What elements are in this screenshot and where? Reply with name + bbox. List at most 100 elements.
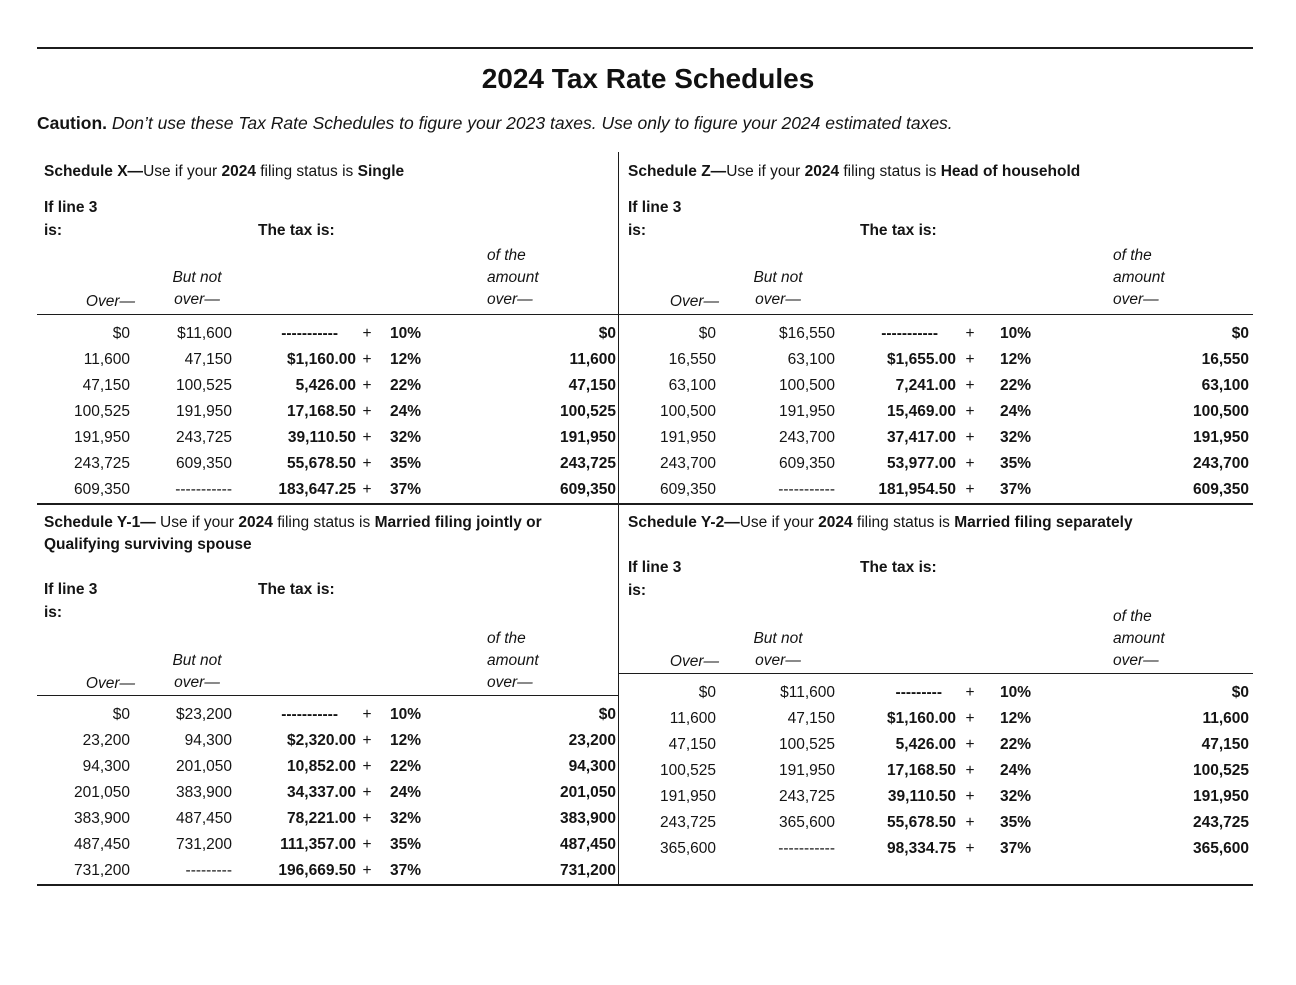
plus-sign: + — [965, 324, 975, 342]
but-not-over-cell: 100,525 — [175, 376, 232, 394]
over-cell: 100,500 — [659, 402, 716, 420]
if-line-3-label: If line 3 is: — [628, 199, 682, 239]
rate-cell: 10% — [1000, 324, 1032, 342]
plus-sign: + — [965, 428, 975, 446]
page-title: 2024 Tax Rate Schedules — [481, 63, 815, 94]
tax-bracket-row: 201,050 383,900 34,337.00 + 24% 201,050 — [37, 780, 618, 806]
over-cell: 11,600 — [669, 709, 716, 727]
over-cell: 11,600 — [83, 350, 130, 368]
amount-over-cell: 609,350 — [559, 480, 616, 498]
rate-cell: 24% — [390, 402, 422, 420]
schedule-title-prefix: Schedule Y-2— — [628, 513, 740, 531]
tax-bracket-row: 94,300 201,050 10,852.00 + 22% 94,300 — [37, 754, 618, 780]
base-tax-cell: 5,426.00 — [895, 735, 956, 753]
over-cell: 609,350 — [73, 480, 130, 498]
tax-bracket-row: 383,900 487,450 78,221.00 + 32% 383,900 — [37, 806, 618, 832]
tax-bracket-row: 243,700 609,350 53,977.00 + 35% 243,700 — [619, 451, 1254, 477]
rate-cell: 12% — [1000, 350, 1032, 368]
but-not-over-cell: 243,725 — [778, 787, 835, 805]
but-not-over-cell: 731,200 — [175, 835, 232, 853]
rate-cell: 37% — [390, 861, 422, 879]
but-not-over-cell: $23,200 — [175, 705, 232, 723]
but-not-over-cell: 609,350 — [778, 454, 835, 472]
base-tax-cell: 34,337.00 — [287, 783, 356, 801]
base-tax-cell: 37,417.00 — [887, 428, 956, 446]
base-tax-cell: 5,426.00 — [295, 376, 356, 394]
of-the-amount-over-label: of the amount over— — [487, 629, 539, 691]
plus-sign: + — [965, 480, 975, 498]
but-not-over-label: But not over— — [172, 269, 222, 308]
amount-over-cell: 100,525 — [559, 402, 616, 420]
over-cell: 191,950 — [659, 428, 716, 446]
over-cell: 100,525 — [73, 402, 130, 420]
over-cell: $0 — [112, 705, 130, 723]
rate-cell: 35% — [390, 454, 422, 472]
plus-sign: + — [965, 813, 975, 831]
over-cell: 47,150 — [82, 376, 130, 394]
amount-over-cell: 63,100 — [1201, 376, 1249, 394]
plus-sign: + — [965, 839, 975, 857]
amount-over-cell: 191,950 — [1192, 428, 1249, 446]
tax-bracket-row: 11,600 47,150 $1,160.00 + 12% 11,600 — [619, 706, 1254, 732]
amount-over-cell: $0 — [598, 324, 616, 342]
base-tax-cell: 39,110.50 — [887, 787, 956, 805]
rate-cell: 32% — [390, 809, 422, 827]
filing-status: Head of household — [940, 163, 1081, 180]
the-tax-is-label: The tax is: — [860, 558, 937, 576]
amount-over-cell: $0 — [1231, 683, 1249, 701]
but-not-over-cell: 383,900 — [175, 783, 232, 801]
over-cell: 201,050 — [73, 783, 130, 801]
column-headers: If line 3 is: The tax is: of the amount ove… — [37, 556, 618, 696]
amount-over-cell: 16,550 — [1201, 350, 1249, 368]
plus-sign: + — [362, 376, 372, 394]
schedule-x-table-wrap: $0 $11,600 ----------- + 10% $0 11,600 4… — [37, 315, 618, 503]
schedule-title-mid: Use if your — [726, 163, 805, 180]
over-cell: 487,450 — [73, 835, 130, 853]
tax-bracket-row: $0 $11,600 --------- + 10% $0 — [619, 680, 1254, 706]
base-tax-cell: 111,357.00 — [280, 835, 356, 853]
base-tax-cell: 196,669.50 — [278, 861, 356, 879]
over-cell: 609,350 — [659, 480, 716, 498]
schedule-z-table-wrap: $0 $16,550 ----------- + 10% $0 16,550 6… — [619, 315, 1253, 503]
tax-bracket-row: 191,950 243,725 39,110.50 + 32% 191,950 — [37, 425, 618, 451]
amount-over-cell: 609,350 — [1192, 480, 1249, 498]
but-not-over-cell: ----------- — [175, 480, 232, 498]
schedule-y1-table-wrap: $0 $23,200 ----------- + 10% $0 23,200 9… — [37, 696, 618, 884]
but-not-over-cell: 365,600 — [778, 813, 835, 831]
rate-cell: 12% — [390, 731, 422, 749]
amount-over-cell: 11,600 — [569, 350, 616, 368]
rate-cell: 24% — [390, 783, 422, 801]
amount-over-cell: 243,725 — [1192, 813, 1249, 831]
rate-cell: 32% — [1000, 428, 1032, 446]
schedule-title-year: 2024 — [221, 163, 256, 180]
column-headers: If line 3 is: The tax is: of the amount ove… — [37, 183, 618, 315]
rate-cell: 10% — [1000, 683, 1032, 701]
schedule-z-heading: Schedule Z—Use if your 2024 filing statu… — [619, 152, 1253, 183]
base-tax-cell: $2,320.00 — [287, 731, 356, 749]
tax-bracket-row: 243,725 609,350 55,678.50 + 35% 243,725 — [37, 451, 618, 477]
if-line-3-label: If line 3 is: — [628, 558, 682, 599]
tax-bracket-row: 731,200 --------- 196,669.50 + 37% 731,2… — [37, 858, 618, 884]
schedule-title-mid: Use if your — [155, 513, 239, 531]
tax-bracket-row: 100,500 191,950 15,469.00 + 24% 100,500 — [619, 399, 1254, 425]
over-label: Over— — [669, 293, 719, 310]
but-not-over-cell: 191,950 — [778, 402, 835, 420]
column-headers: If line 3 is: The tax is: of the amount ove… — [619, 534, 1253, 674]
but-not-over-cell: 201,050 — [175, 757, 232, 775]
amount-over-cell: 23,200 — [568, 731, 616, 749]
tax-bracket-row: $0 $16,550 ----------- + 10% $0 — [619, 321, 1254, 347]
base-tax-cell: ----------- — [281, 705, 338, 723]
filing-status: Married filing separately — [954, 513, 1133, 531]
of-the-amount-over-label: of the amount over— — [1113, 247, 1165, 308]
over-label: Over— — [669, 652, 719, 670]
base-tax-cell: 7,241.00 — [895, 376, 956, 394]
plus-sign: + — [362, 324, 372, 342]
schedule-y1-heading: Schedule Y-1— Use if your 2024 filing st… — [37, 505, 618, 556]
over-cell: $0 — [698, 683, 716, 701]
but-not-over-cell: $16,550 — [778, 324, 835, 342]
but-not-over-cell: ----------- — [778, 480, 835, 498]
plus-sign: + — [362, 809, 372, 827]
over-cell: $0 — [112, 324, 130, 342]
rate-cell: 22% — [390, 757, 422, 775]
of-the-amount-over-label: of the amount over— — [1113, 607, 1165, 669]
